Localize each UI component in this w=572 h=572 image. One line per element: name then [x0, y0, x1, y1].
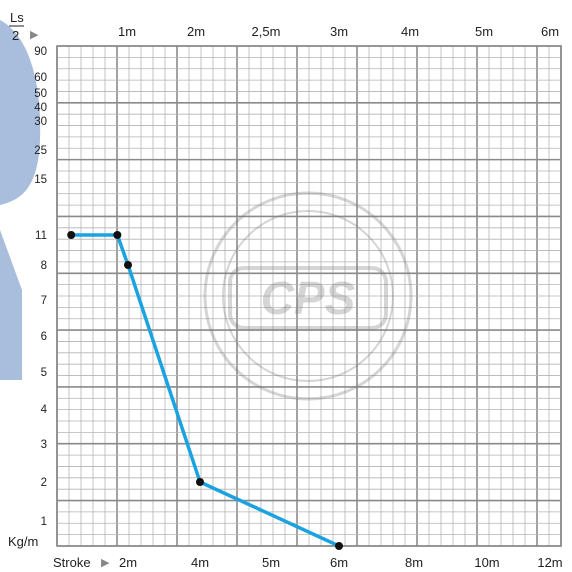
y-axis-tick: 30 [34, 116, 47, 128]
y-axis-tick: 50 [34, 88, 47, 100]
top-axis-tick: 5m [475, 24, 493, 39]
top-axis-label-denominator: 2 [12, 28, 19, 43]
y-axis-tick: 3 [41, 439, 47, 451]
y-axis-tick: 5 [41, 367, 47, 379]
bottom-axis-tick: 4m [191, 555, 209, 570]
bottom-axis-ticks: 2m 4m 5m 6m 8m 10m 12m [119, 555, 563, 570]
cps-watermark-logo: CPS [203, 191, 413, 401]
y-axis-tick: 40 [34, 102, 47, 114]
top-axis-tick: 2m [187, 24, 205, 39]
plot-frame [56, 45, 562, 547]
bottom-axis-tick: 6m [330, 555, 348, 570]
y-axis-tick: 1 [41, 516, 47, 528]
sidebar-decoration [0, 20, 41, 380]
data-point [335, 542, 343, 550]
data-point [113, 231, 122, 239]
sidebar-shape-top [0, 20, 41, 205]
top-axis-tick: 1m [118, 24, 136, 39]
y-axis-ticks: 1 2 3 4 5 6 7 8 11 15 25 30 40 50 60 90 [34, 46, 47, 528]
y-axis-tick: 11 [35, 230, 47, 242]
watermark-inner-ring [222, 210, 394, 382]
y-axis-tick: 8 [41, 260, 47, 272]
data-point [124, 261, 132, 269]
y-axis-tick: 6 [41, 331, 47, 343]
series-line [67, 231, 343, 550]
top-axis-arrow-icon: ▶ [30, 29, 39, 41]
watermark-badge [228, 266, 388, 330]
bottom-axis-tick: 5m [262, 555, 280, 570]
bottom-axis-tick: 12m [537, 555, 562, 570]
bottom-axis-tick: 2m [119, 555, 137, 570]
top-axis-label-numerator: Ls [10, 10, 24, 25]
top-axis-tick: 6m [541, 24, 559, 39]
grid [56, 45, 562, 547]
bottom-axis-arrow-icon: ▶ [101, 557, 110, 569]
y-axis-tick: 60 [34, 72, 47, 84]
top-axis-tick: 3m [330, 24, 348, 39]
top-axis-tick: 4m [401, 24, 419, 39]
top-axis-tick: 2,5m [252, 24, 281, 39]
y-axis-tick: 7 [41, 295, 47, 307]
watermark-outer-ring [203, 191, 413, 401]
y-axis-tick: 15 [34, 174, 47, 186]
y-axis-tick: 90 [34, 46, 47, 58]
y-axis-tick: 4 [41, 404, 48, 416]
y-axis-tick: 25 [34, 145, 47, 157]
bottom-axis-tick: 10m [474, 555, 499, 570]
watermark-text: CPS [261, 272, 356, 324]
data-point [196, 478, 204, 486]
top-axis-ticks: 1m 2m 2,5m 3m 4m 5m 6m [118, 24, 559, 39]
bottom-axis-label: Stroke [53, 555, 91, 570]
y-axis-unit-label: Kg/m [8, 534, 38, 549]
bottom-axis-tick: 8m [405, 555, 423, 570]
data-point [67, 231, 76, 239]
sidebar-shape-bottom [0, 230, 22, 380]
y-axis-tick: 2 [41, 477, 47, 489]
